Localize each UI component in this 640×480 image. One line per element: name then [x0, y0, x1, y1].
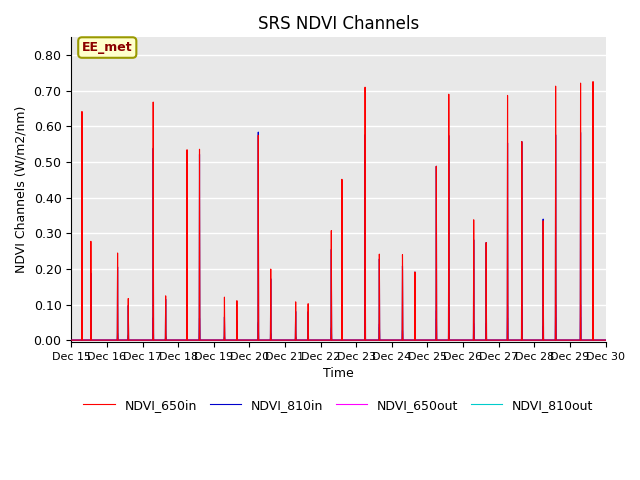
NDVI_650out — [488, 337, 495, 343]
X-axis label: Time: Time — [323, 367, 354, 380]
NDVI_650in — [176, 337, 184, 343]
NDVI_810in — [176, 337, 184, 343]
Y-axis label: NDVI Channels (W/m2/nm): NDVI Channels (W/m2/nm) — [15, 106, 28, 273]
Line: NDVI_650in: NDVI_650in — [71, 82, 605, 340]
NDVI_810in — [602, 337, 609, 343]
Line: NDVI_650out: NDVI_650out — [71, 305, 605, 340]
NDVI_810in — [67, 337, 75, 343]
NDVI_810out — [602, 337, 609, 343]
Line: NDVI_810in: NDVI_810in — [71, 131, 605, 340]
Legend: NDVI_650in, NDVI_810in, NDVI_650out, NDVI_810out: NDVI_650in, NDVI_810in, NDVI_650out, NDV… — [78, 394, 598, 417]
NDVI_810out — [182, 337, 189, 343]
NDVI_810out — [67, 337, 75, 343]
NDVI_650out — [600, 337, 607, 343]
NDVI_810out — [600, 337, 607, 343]
NDVI_810in — [488, 337, 495, 343]
NDVI_650in — [602, 337, 609, 343]
NDVI_650out — [412, 337, 420, 343]
NDVI_650in — [488, 337, 495, 343]
Title: SRS NDVI Channels: SRS NDVI Channels — [258, 15, 419, 33]
NDVI_650in — [182, 337, 189, 343]
NDVI_650out — [176, 337, 184, 343]
NDVI_650out — [577, 302, 584, 308]
NDVI_810in — [600, 337, 607, 343]
Line: NDVI_810out: NDVI_810out — [71, 317, 605, 340]
NDVI_810out — [589, 314, 597, 320]
NDVI_810out — [488, 337, 495, 343]
NDVI_650out — [67, 337, 75, 343]
NDVI_810out — [176, 337, 184, 343]
NDVI_650in — [600, 337, 607, 343]
NDVI_650out — [268, 337, 275, 343]
Text: EE_met: EE_met — [82, 41, 132, 54]
NDVI_810out — [268, 337, 275, 343]
NDVI_810in — [589, 128, 597, 134]
NDVI_650in — [589, 79, 597, 84]
NDVI_650in — [412, 337, 420, 343]
NDVI_810out — [412, 337, 420, 343]
NDVI_650in — [67, 337, 75, 343]
NDVI_810in — [268, 337, 275, 343]
NDVI_650out — [182, 337, 189, 343]
NDVI_810in — [182, 337, 189, 343]
NDVI_650in — [268, 337, 275, 343]
NDVI_650out — [602, 337, 609, 343]
NDVI_810in — [412, 337, 420, 343]
